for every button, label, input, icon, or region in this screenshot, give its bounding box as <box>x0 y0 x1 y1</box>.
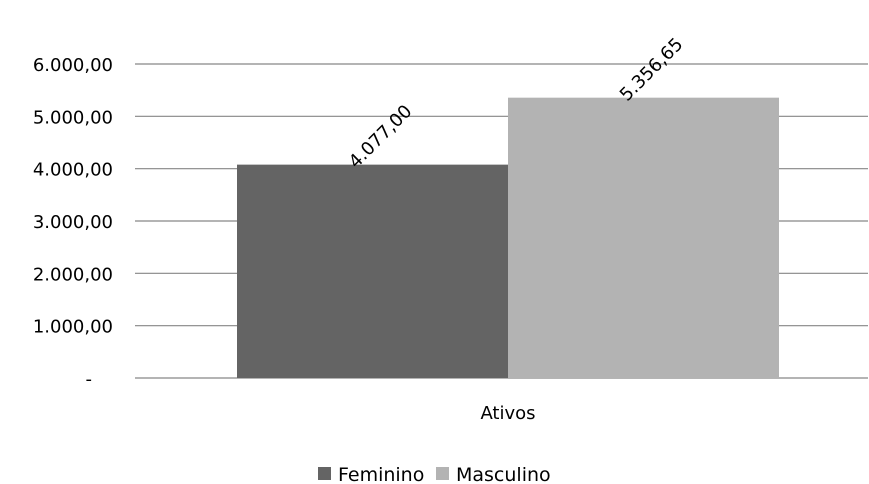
legend-swatch-feminino <box>318 467 331 480</box>
y-tick-label-2: 2.000,00 <box>33 264 113 285</box>
x-category-label: Ativos <box>480 403 535 424</box>
y-tick-label-3: 3.000,00 <box>33 212 113 233</box>
y-tick-label-6: 6.000,00 <box>33 55 113 76</box>
y-tick-label-1: 1.000,00 <box>33 317 113 338</box>
y-tick-label-5: 5.000,00 <box>33 107 113 128</box>
y-tick-label-4: 4.000,00 <box>33 160 113 181</box>
legend-swatch-masculino <box>436 467 449 480</box>
y-tick-label-0: - <box>86 369 93 390</box>
bar-masculino <box>508 97 779 379</box>
legend-label-masculino: Masculino <box>456 464 551 484</box>
legend-label-feminino: Feminino <box>338 464 424 484</box>
data-label-feminino: 4.077,00 <box>345 101 417 173</box>
data-label-masculino: 5.356,65 <box>616 34 688 106</box>
bar-feminino <box>237 164 508 378</box>
